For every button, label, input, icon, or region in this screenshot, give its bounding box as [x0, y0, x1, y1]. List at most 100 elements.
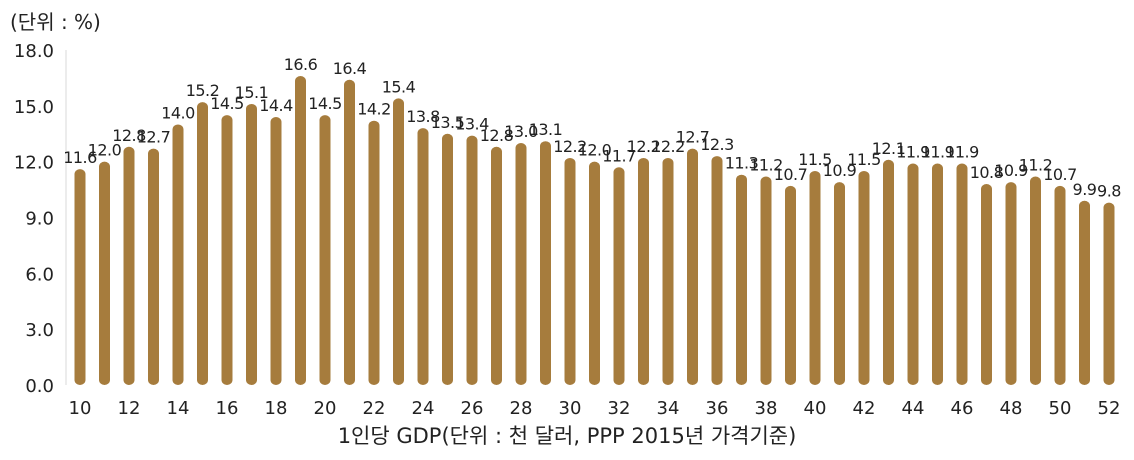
- y-tick-label: 0.0: [25, 376, 54, 397]
- x-tick-label: 12: [118, 398, 141, 419]
- x-tick-label: 50: [1049, 398, 1072, 419]
- x-tick-label: 32: [608, 398, 631, 419]
- bar: [956, 163, 968, 385]
- x-tick-label: 30: [559, 398, 582, 419]
- bar: [760, 176, 772, 385]
- bar: [344, 79, 355, 386]
- bar: [1079, 200, 1090, 385]
- data-label: 11.3: [725, 154, 759, 173]
- data-label: 11.2: [749, 156, 783, 175]
- x-tick-label: 28: [510, 398, 533, 419]
- data-label: 11.2: [1019, 156, 1053, 175]
- bar: [197, 102, 208, 385]
- bar: [442, 133, 453, 385]
- x-tick-label: 52: [1098, 398, 1121, 419]
- data-label: 10.7: [1043, 165, 1077, 184]
- x-tick-label: 46: [951, 398, 974, 419]
- data-label: 12.2: [553, 137, 587, 156]
- x-tick-label: 38: [755, 398, 778, 419]
- data-label: 12.3: [700, 135, 734, 154]
- y-tick-label: 12.0: [14, 153, 54, 174]
- data-label: 14.4: [259, 96, 293, 115]
- x-axis-title: 1인당 GDP(단위 : 천 달러, PPP 2015년 가격기준): [337, 424, 797, 448]
- x-tick-label: 16: [216, 398, 239, 419]
- bar: [319, 115, 331, 385]
- x-tick-label: 24: [412, 398, 435, 419]
- data-label: 10.9: [823, 161, 857, 180]
- data-label: 10.7: [774, 165, 808, 184]
- data-label: 11.5: [847, 150, 881, 169]
- bar: [858, 170, 870, 385]
- bar: [417, 128, 429, 385]
- x-tick-label: 10: [69, 398, 92, 419]
- data-label: 13.0: [504, 122, 538, 141]
- x-tick-label: 22: [363, 398, 386, 419]
- x-tick-label: 44: [902, 398, 925, 419]
- bar: [123, 146, 135, 385]
- data-label: 12.2: [627, 137, 661, 156]
- bar: [564, 157, 576, 385]
- x-tick-label: 34: [657, 398, 680, 419]
- x-tick-label: 14: [167, 398, 190, 419]
- data-label: 15.2: [186, 81, 220, 100]
- data-label: 14.5: [308, 94, 342, 113]
- bar: [221, 115, 233, 385]
- data-label: 14.5: [210, 94, 244, 113]
- bar: [99, 161, 110, 385]
- x-tick-label: 18: [265, 398, 288, 419]
- bar: [613, 167, 625, 385]
- bar: [662, 157, 674, 385]
- data-label: 15.4: [382, 77, 416, 96]
- data-label: 13.4: [455, 115, 489, 134]
- bar: [907, 163, 919, 385]
- x-tick-label: 36: [706, 398, 729, 419]
- bar: [74, 169, 86, 385]
- data-label: 12.1: [872, 139, 906, 158]
- bar: [491, 146, 502, 385]
- bar: [711, 156, 723, 385]
- bar: [246, 103, 257, 385]
- data-label: 15.1: [235, 83, 269, 102]
- bar: [172, 124, 184, 385]
- bar: [932, 163, 943, 385]
- y-tick-label: 6.0: [25, 264, 54, 285]
- data-label: 11.9: [921, 143, 955, 162]
- data-label: 16.6: [284, 55, 318, 74]
- bar: [981, 184, 992, 385]
- bar: [466, 135, 478, 385]
- data-label: 11.5: [798, 150, 832, 169]
- data-label: 11.7: [602, 146, 636, 165]
- data-label: 13.8: [406, 107, 440, 126]
- bar: [540, 141, 551, 385]
- data-label: 12.8: [112, 126, 146, 145]
- data-label: 13.5: [431, 113, 465, 132]
- bar: [638, 157, 649, 385]
- x-tick-label: 26: [461, 398, 484, 419]
- bar: [368, 120, 380, 385]
- data-label: 11.9: [945, 143, 979, 162]
- bar: [393, 98, 404, 385]
- data-label: 13.1: [529, 120, 563, 139]
- bar: [809, 170, 821, 385]
- bar: [687, 148, 698, 385]
- data-label: 11.6: [63, 148, 97, 167]
- data-label: 14.2: [357, 100, 391, 119]
- x-tick-label: 20: [314, 398, 337, 419]
- data-label: 9.8: [1097, 182, 1121, 201]
- data-label: 14.0: [161, 103, 195, 122]
- data-label: 10.8: [970, 163, 1004, 182]
- x-tick-label: 48: [1000, 398, 1023, 419]
- bar: [148, 148, 159, 385]
- y-tick-label: 15.0: [14, 97, 54, 118]
- bar: [834, 182, 845, 385]
- bar: [589, 161, 600, 385]
- data-label: 12.0: [578, 141, 612, 160]
- bar: [1103, 202, 1115, 385]
- data-label: 12.8: [480, 126, 514, 145]
- data-label: 12.0: [88, 141, 122, 160]
- bar: [883, 159, 894, 385]
- x-tick-label: 40: [804, 398, 827, 419]
- data-label: 9.9: [1073, 180, 1097, 199]
- x-tick-label: 42: [853, 398, 876, 419]
- unit-label: (단위 : %): [10, 10, 101, 34]
